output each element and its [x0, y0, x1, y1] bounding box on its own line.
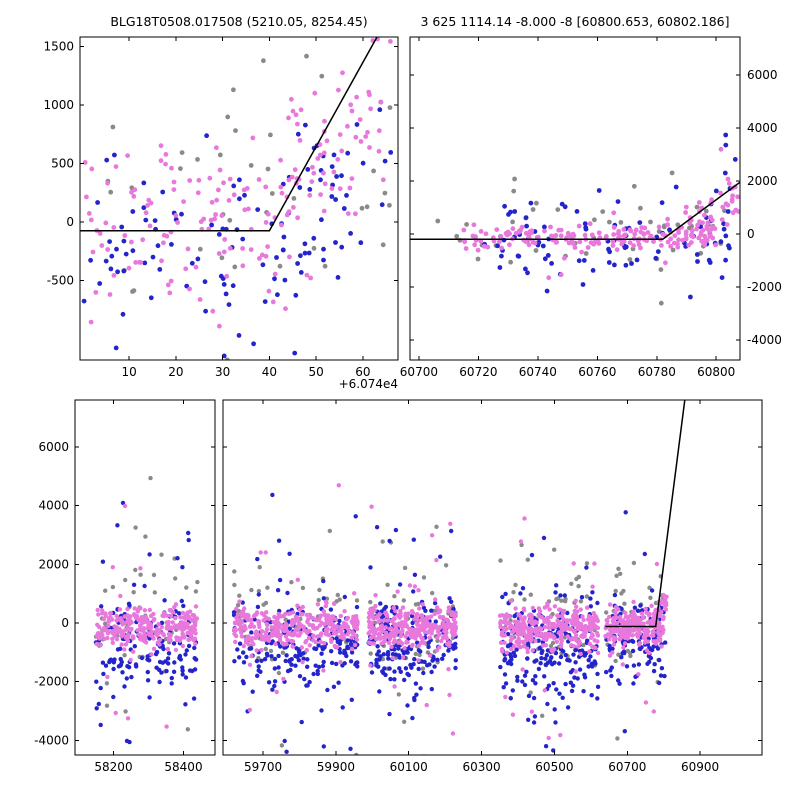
x-tick-label: 60720 — [459, 365, 497, 379]
subplot-top-left: 10 20 30 40 50 60 -500 0 500 1000 1500 — [43, 36, 399, 379]
axes-border-bottom-right — [222, 399, 763, 756]
x-tick-label: 60300 — [463, 760, 501, 774]
model-fit-line-top-left — [80, 37, 378, 232]
y-tick-label: -4000 — [34, 733, 69, 747]
y-tick-label: 6000 — [747, 68, 778, 82]
y-tick-label: 500 — [51, 156, 74, 170]
y-tick-label: -2000 — [34, 675, 69, 689]
x-tick-label: 59700 — [244, 760, 282, 774]
x-tick-label: 60500 — [535, 760, 573, 774]
figure-title-left: BLG18T0508.017508 (5210.05, 8254.45) — [110, 14, 368, 29]
axes-border-top-right — [409, 36, 741, 361]
x-axis-offset-label: +6.074e4 — [338, 377, 398, 391]
x-tick-label: 60800 — [697, 365, 735, 379]
scatter-points-top-right — [435, 132, 740, 306]
y-tick-label: 0 — [66, 215, 74, 229]
y-tick-label: 1500 — [43, 39, 74, 53]
tick-marks-bottom-right — [223, 400, 762, 755]
cluster-bottom-right-10-v — [497, 516, 601, 741]
x-tick-label: 58200 — [94, 760, 132, 774]
cluster-top-right-2-b — [708, 132, 738, 251]
x-tick-label: 59900 — [317, 760, 355, 774]
scatter-points-bottom-left — [93, 475, 200, 745]
cluster-bottom-right-8-v — [232, 483, 360, 713]
y-tick-label: 0 — [747, 227, 755, 241]
axes-border-top-left — [79, 36, 399, 361]
cluster-top-left-0-g — [105, 53, 393, 360]
x-tick-label: 50 — [309, 365, 324, 379]
y-tick-label: 4000 — [747, 121, 778, 135]
x-tick-label: 60760 — [578, 365, 616, 379]
scatter-points-bottom-right — [231, 483, 669, 755]
y-tick-label: 1000 — [43, 98, 74, 112]
model-fit-line-top-right — [410, 181, 740, 240]
tick-marks-bottom-left — [75, 400, 215, 755]
tick-marks-top-right — [410, 37, 740, 360]
x-tick-label: 58400 — [164, 760, 202, 774]
x-tick-label: 60100 — [390, 760, 428, 774]
x-tick-label: 20 — [168, 365, 183, 379]
subplot-bottom-left: 58200 58400 -4000 -2000 0 2000 4000 6000 — [34, 399, 216, 774]
y-tick-label: -500 — [47, 273, 74, 287]
cluster-top-left-1-b — [81, 133, 298, 359]
x-tick-label: 60900 — [681, 760, 719, 774]
y-tick-label: 2000 — [747, 174, 778, 188]
model-fit-line-bottom-right — [605, 400, 686, 628]
cluster-top-right-1-b — [482, 184, 729, 300]
x-tick-label: 40 — [262, 365, 277, 379]
y-tick-label: 0 — [61, 616, 69, 630]
y-tick-label: 2000 — [38, 557, 69, 571]
axes-border-bottom-left — [74, 399, 216, 756]
x-tick-label: 10 — [121, 365, 136, 379]
cluster-bottom-left-2-v — [94, 503, 200, 729]
figure-title-right: 3 625 1114.14 -8.000 -8 [60800.653, 6080… — [420, 14, 730, 29]
x-tick-label: 30 — [215, 365, 230, 379]
x-tick-label: 60780 — [638, 365, 676, 379]
cluster-top-right-4-v — [679, 146, 740, 238]
subplot-bottom-right: 59700 59900 60100 60300 60500 60700 60900 — [222, 399, 763, 774]
y-tick-label: 6000 — [38, 440, 69, 454]
y-tick-label: -4000 — [747, 333, 782, 347]
x-tick-label: 60 — [355, 365, 370, 379]
y-tick-label: 4000 — [38, 499, 69, 513]
tick-marks-top-left — [80, 37, 398, 360]
x-tick-label: 60740 — [519, 365, 557, 379]
subplot-top-right: 60700 60720 60740 60760 60780 60800 -4000 -2000… — [400, 36, 782, 379]
cluster-bottom-right-9-v — [366, 504, 458, 736]
x-tick-label: 60700 — [400, 365, 438, 379]
x-tick-label: 60700 — [608, 760, 646, 774]
y-tick-label: -2000 — [747, 280, 782, 294]
